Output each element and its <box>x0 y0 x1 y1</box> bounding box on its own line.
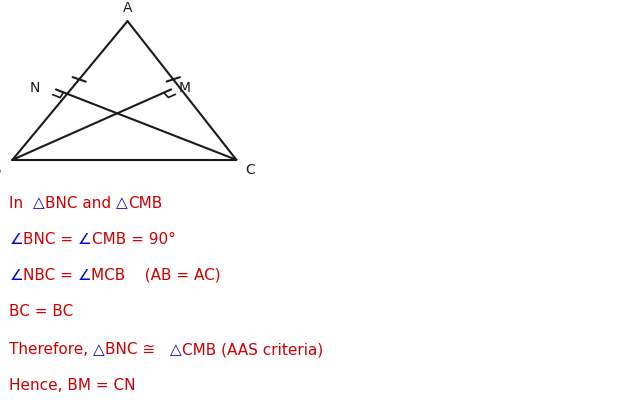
Text: BNC =: BNC = <box>23 231 78 246</box>
Text: CMB: CMB <box>128 195 162 210</box>
Text: In: In <box>9 195 33 210</box>
Text: ∠: ∠ <box>9 267 23 282</box>
Text: Therefore,: Therefore, <box>9 341 93 356</box>
Text: NBC =: NBC = <box>23 267 78 282</box>
Text: A: A <box>123 1 132 15</box>
Text: BC = BC: BC = BC <box>9 303 73 318</box>
Text: M: M <box>179 81 190 95</box>
Text: CMB (AAS criteria): CMB (AAS criteria) <box>182 341 323 356</box>
Text: ∠: ∠ <box>78 231 91 246</box>
Text: BNC and: BNC and <box>45 195 116 210</box>
Text: N: N <box>30 81 40 95</box>
Text: △: △ <box>33 195 45 210</box>
Text: C: C <box>246 162 256 176</box>
Text: ∠: ∠ <box>78 267 91 282</box>
Text: Hence, BM = CN: Hence, BM = CN <box>9 377 136 392</box>
Text: △: △ <box>116 195 128 210</box>
Text: △: △ <box>170 341 182 356</box>
Text: BNC ≅: BNC ≅ <box>105 341 170 356</box>
Text: CMB = 90°: CMB = 90° <box>91 231 175 246</box>
Text: B: B <box>0 162 1 176</box>
Text: MCB    (AB = AC): MCB (AB = AC) <box>91 267 221 282</box>
Text: ∠: ∠ <box>9 231 23 246</box>
Text: △: △ <box>93 341 105 356</box>
